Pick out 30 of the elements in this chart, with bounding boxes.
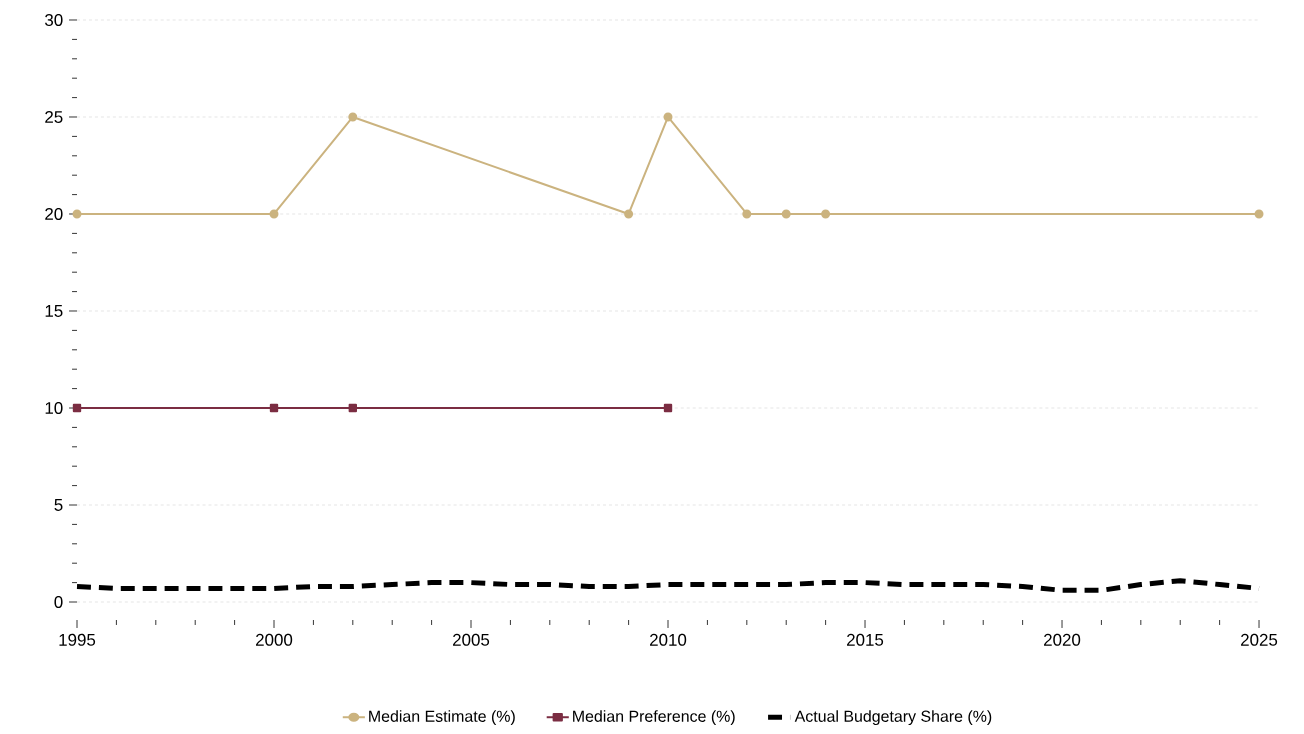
y-tick-label: 30 [45, 14, 63, 26]
y-tick-label: 5 [54, 499, 63, 511]
x-tick-label: 2020 [1044, 633, 1081, 646]
point [821, 209, 831, 219]
legend-label: Actual Budgetary Share (%) [794, 710, 992, 726]
legend-label: Median Estimate (%) [369, 710, 515, 726]
y-tick-label: 15 [45, 305, 63, 317]
point [348, 112, 358, 122]
point [663, 403, 673, 413]
x-tick-label: 2005 [453, 633, 490, 646]
point [269, 403, 279, 413]
y-tick-label: 0 [54, 596, 63, 608]
point [348, 403, 357, 413]
point [72, 403, 82, 413]
y-tick-label: 20 [45, 208, 63, 220]
x-tick-label: 2000 [256, 633, 293, 646]
point [72, 209, 82, 219]
point [663, 112, 673, 122]
point [624, 209, 634, 219]
x-tick-label: 1995 [59, 633, 96, 646]
y-tick-label: 25 [45, 111, 63, 123]
legend-label: Median Preference (%) [573, 710, 735, 726]
point [742, 209, 752, 219]
point [1254, 209, 1264, 219]
x-tick-label: 2015 [847, 633, 884, 646]
point [269, 209, 279, 219]
x-tick-label: 2025 [1241, 633, 1278, 646]
point [781, 209, 791, 219]
x-tick-label: 2010 [650, 633, 687, 646]
y-tick-label: 10 [45, 402, 63, 414]
